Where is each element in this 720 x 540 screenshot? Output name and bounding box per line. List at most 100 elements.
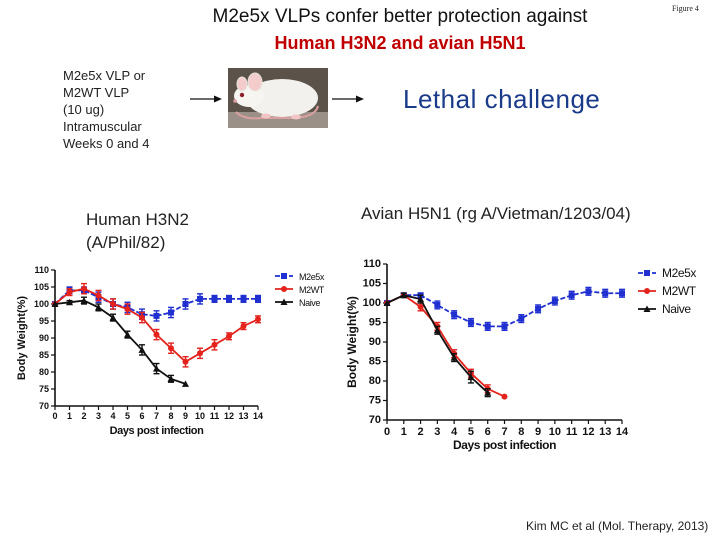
series-m2wt xyxy=(52,282,261,368)
series-naive xyxy=(383,291,492,398)
x-tick-label: 8 xyxy=(168,411,173,421)
data-point xyxy=(433,326,441,334)
data-point xyxy=(400,291,408,299)
legend-marker xyxy=(644,270,650,276)
arrow-icon xyxy=(332,95,364,103)
x-tick-label: 13 xyxy=(238,411,248,421)
y-tick-label: 95 xyxy=(369,317,381,329)
data-point xyxy=(139,314,145,321)
data-point xyxy=(484,323,491,330)
data-point xyxy=(602,290,609,297)
vaccination-protocol: M2e5x VLP or M2WT VLP (10 ug) Intramuscu… xyxy=(63,67,149,152)
data-point xyxy=(240,323,247,330)
x-tick-label: 7 xyxy=(501,426,507,438)
data-point xyxy=(211,341,218,348)
data-point xyxy=(501,393,508,400)
legend-label: M2e5x xyxy=(662,266,696,280)
y-tick-label: 100 xyxy=(34,299,49,309)
data-point xyxy=(451,311,458,318)
legend-marker xyxy=(644,288,650,294)
legend-entry: M2e5x xyxy=(275,272,325,282)
legend-entry: Naive xyxy=(638,302,692,316)
virus-strain-id: (A/Phil/82) xyxy=(86,233,166,252)
x-tick-label: 5 xyxy=(125,411,130,421)
data-point xyxy=(182,301,189,307)
x-tick-label: 6 xyxy=(485,426,491,438)
data-point xyxy=(197,295,203,302)
x-tick-label: 9 xyxy=(183,411,188,421)
y-tick-label: 100 xyxy=(363,297,381,309)
legend-entry: M2WT xyxy=(638,284,697,298)
protocol-line: Intramuscular xyxy=(63,119,142,134)
x-tick-label: 11 xyxy=(210,411,220,421)
series-line xyxy=(54,299,186,385)
x-tick-label: 7 xyxy=(154,411,159,421)
protocol-line: (10 ug) xyxy=(63,102,105,117)
data-point xyxy=(255,316,261,323)
slide-subtitle: Human H3N2 and avian H5N1 xyxy=(274,33,526,53)
right-chart-subtitle: Avian H5N1 (rg A/Vietman/1203/04) xyxy=(361,204,631,223)
x-tick-label: 1 xyxy=(67,411,72,421)
legend-marker xyxy=(281,286,287,292)
legend-entry: M2e5x xyxy=(638,266,697,280)
legend-marker xyxy=(280,298,288,305)
x-tick-label: 3 xyxy=(96,411,101,421)
data-point xyxy=(80,297,88,304)
data-point xyxy=(535,305,542,312)
y-tick-label: 85 xyxy=(39,350,49,360)
y-tick-label: 90 xyxy=(369,336,381,348)
y-tick-label: 80 xyxy=(369,375,381,387)
legend-label: M2WT xyxy=(662,284,697,298)
x-tick-label: 14 xyxy=(616,426,629,438)
data-point xyxy=(81,285,87,292)
data-point xyxy=(109,314,117,321)
data-point xyxy=(568,292,575,299)
data-point xyxy=(138,346,146,353)
data-point xyxy=(66,298,73,306)
x-tick-label: 0 xyxy=(384,426,390,438)
y-tick-label: 70 xyxy=(369,414,381,426)
y-tick-label: 110 xyxy=(34,265,49,275)
data-point xyxy=(110,301,116,307)
y-tick-label: 70 xyxy=(39,401,49,411)
y-tick-label: 95 xyxy=(39,316,49,326)
legend-entry: M2WT xyxy=(275,285,325,295)
data-point xyxy=(551,298,558,305)
data-point xyxy=(226,333,232,340)
slide-title: M2e5x VLPs confer better protection agai… xyxy=(212,6,588,27)
series-m2wt xyxy=(384,292,508,400)
data-point xyxy=(182,380,189,387)
protocol-line: M2WT VLP xyxy=(63,85,130,100)
x-tick-label: 10 xyxy=(195,411,205,421)
y-tick-label: 105 xyxy=(34,282,49,292)
data-point xyxy=(124,331,131,338)
x-tick-label: 3 xyxy=(434,426,440,438)
data-point xyxy=(211,295,218,302)
x-tick-label: 4 xyxy=(451,426,458,438)
x-tick-label: 2 xyxy=(81,411,86,421)
legend-marker xyxy=(643,305,651,312)
data-point xyxy=(95,292,102,299)
y-tick-label: 85 xyxy=(369,356,381,368)
data-point xyxy=(153,312,160,319)
legend-label: Naive xyxy=(299,298,320,308)
y-axis-label: Body Weight(%) xyxy=(345,296,359,388)
data-point xyxy=(450,354,458,361)
data-point xyxy=(153,365,160,372)
y-tick-label: 105 xyxy=(363,278,381,290)
data-point xyxy=(383,299,391,306)
x-tick-label: 11 xyxy=(566,426,578,438)
virus-strain-name: Human H3N2 xyxy=(86,210,189,229)
figure-label: Figure 4 xyxy=(672,4,699,13)
y-tick-label: 75 xyxy=(39,384,49,394)
series-naive xyxy=(51,296,189,387)
data-point xyxy=(240,295,247,302)
x-tick-label: 1 xyxy=(401,426,407,438)
data-point xyxy=(197,350,203,357)
data-point xyxy=(518,315,525,322)
x-tick-label: 9 xyxy=(535,426,541,438)
x-tick-label: 10 xyxy=(549,426,561,438)
data-point xyxy=(417,303,424,310)
y-tick-label: 80 xyxy=(39,367,49,377)
